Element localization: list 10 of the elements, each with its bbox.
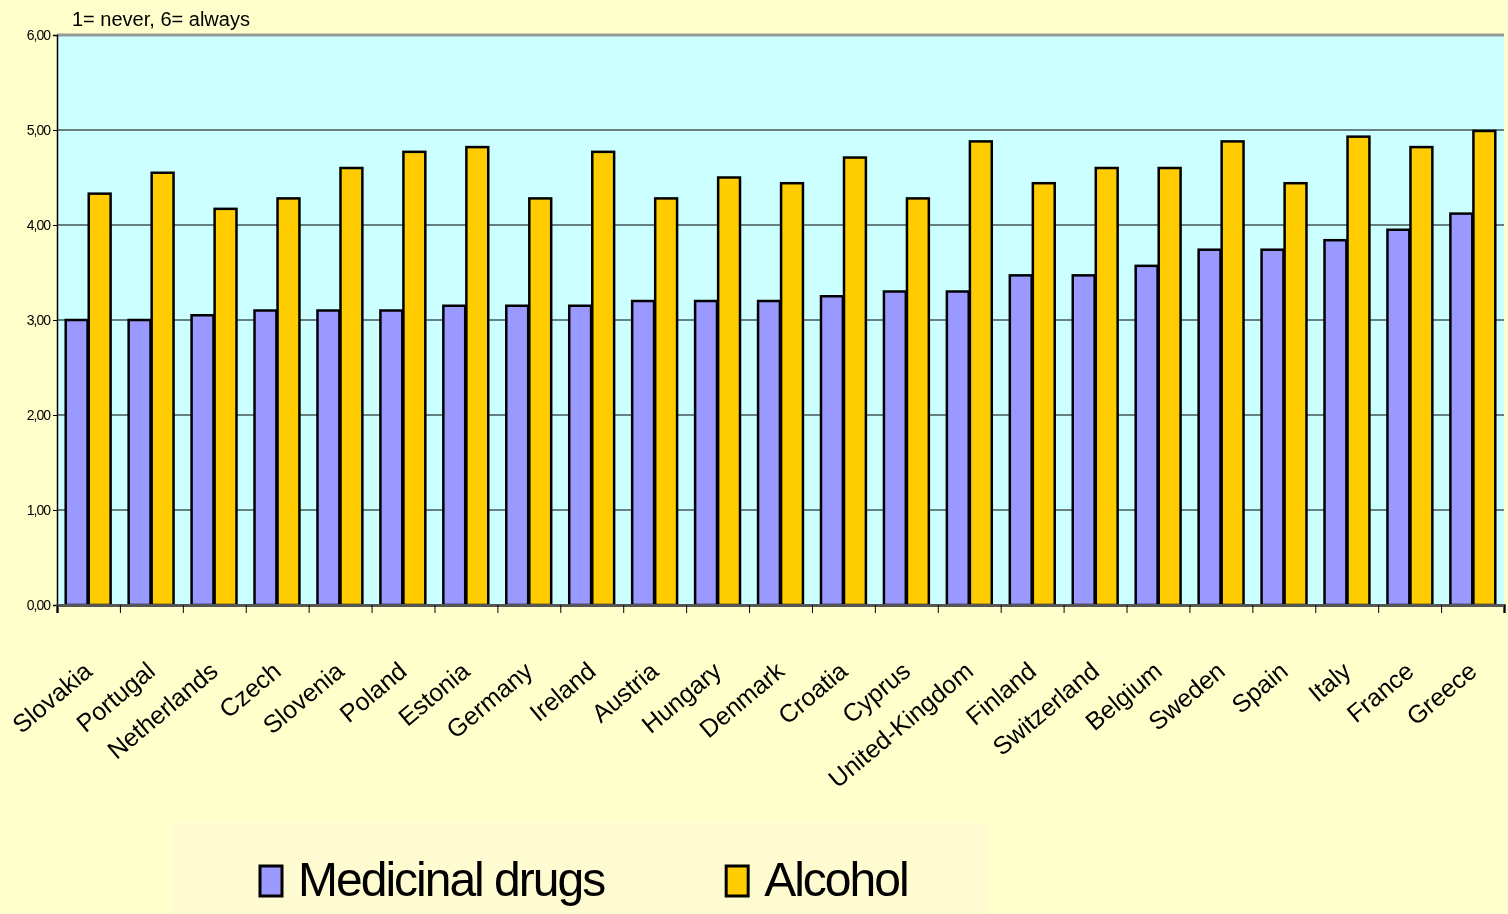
y-tick-label: 5,00 (26, 121, 52, 138)
y-tick-label: 6,00 (26, 26, 52, 43)
y-tick-label: 0,00 (26, 596, 52, 613)
legend-label: Alcohol (764, 853, 908, 906)
y-tick-label: 2,00 (26, 406, 52, 423)
y-tick-label: 4,00 (26, 216, 52, 233)
text: 1= never, 6= always (72, 8, 250, 30)
legend-label: Medicinal drugs (298, 853, 606, 906)
y-tick-label: 1,00 (26, 501, 52, 518)
y-tick-label: 3,00 (26, 311, 52, 328)
